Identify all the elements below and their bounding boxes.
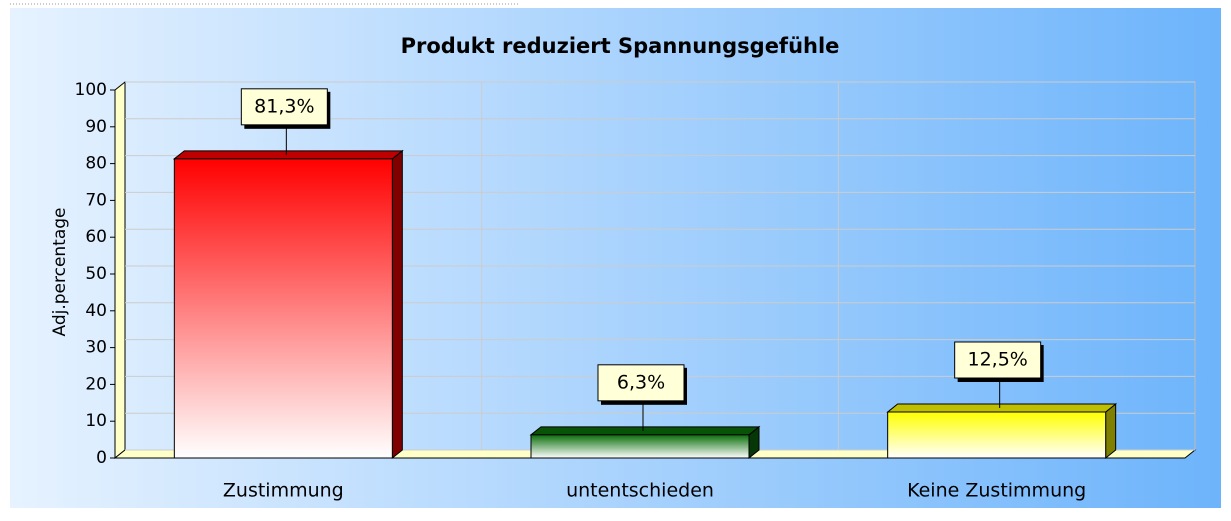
bar-top [886,403,1118,413]
y-tick-label: 60 [85,227,107,247]
y-tick-label: 100 [75,80,107,100]
y-tick-label: 70 [85,190,107,210]
y-tick-label: 50 [85,264,107,284]
y-tick-label: 10 [85,411,107,431]
data-label: 81,3% [254,95,314,117]
bar-side [391,149,403,460]
chart-title: Produkt reduziert Spannungsgefühle [401,34,840,58]
bar [173,158,393,459]
y-axis-label: Adj.percentage [50,207,70,336]
y-tick-label: 80 [85,154,107,174]
label-box [597,364,685,402]
bar [887,411,1107,459]
x-tick-label: Zustimmung [223,480,344,502]
y-tick-label: 90 [85,117,107,137]
y-tick-label: 40 [85,301,107,321]
left-wall [114,80,126,460]
y-tick-label: 20 [85,374,107,394]
x-tick-label: Keine Zustimmung [907,480,1086,502]
label-box [240,88,328,126]
data-label: 12,5% [967,349,1027,371]
bar [530,434,750,459]
y-tick-label: 30 [85,338,107,358]
label-box [954,341,1042,379]
x-tick-label: untentschieden [566,480,714,502]
data-label: 6,3% [617,371,665,393]
bar-top [529,426,761,436]
bar-top [172,150,404,160]
bar-side [1105,402,1117,460]
y-tick-label: 0 [96,448,107,468]
